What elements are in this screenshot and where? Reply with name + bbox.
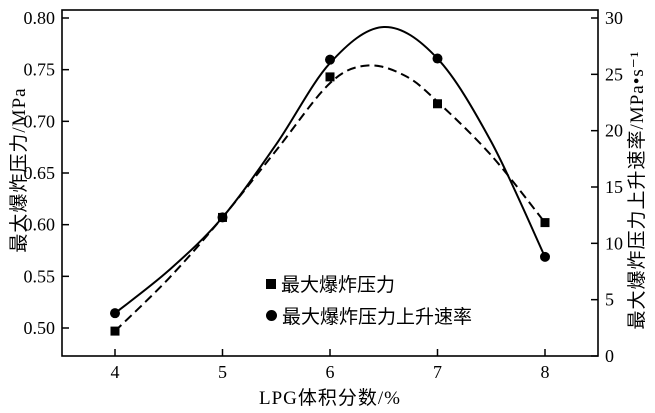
right-axis-title: 最大爆炸压力上升速率/MPa•s⁻¹	[627, 50, 648, 330]
left-tick-label: 0.65	[24, 163, 56, 183]
legend-item-pressure: 最大爆炸压力	[266, 270, 472, 297]
right-tick-label: 5	[605, 290, 614, 310]
right-tick-label: 30	[605, 8, 623, 28]
left-tick-label: 0.70	[24, 111, 56, 131]
left-tick-label: 0.55	[24, 266, 56, 286]
left-tick-label: 0.75	[24, 60, 56, 80]
square-data-marker	[540, 218, 550, 228]
x-tick-label: 4	[111, 362, 120, 382]
circle-data-marker	[217, 212, 228, 223]
left-tick-label: 0.60	[24, 215, 56, 235]
legend-label-pressure: 最大爆炸压力	[281, 275, 396, 296]
circle-data-marker	[432, 53, 443, 64]
right-tick-label: 15	[605, 177, 623, 197]
square-data-marker	[110, 326, 120, 336]
square-marker-icon	[266, 278, 276, 289]
right-tick-label: 25	[605, 64, 623, 84]
right-tick-label: 0	[605, 346, 614, 366]
chart-legend: 最大爆炸压力 最大爆炸压力上升速率	[266, 270, 472, 329]
legend-label-rise-rate: 最大爆炸压力上升速率	[282, 307, 473, 328]
circle-marker-icon	[266, 310, 277, 321]
right-tick-label: 20	[605, 121, 623, 141]
series-curve-0	[114, 64, 546, 332]
legend-item-rise-rate: 最大爆炸压力上升速率	[266, 302, 472, 329]
circle-data-marker	[325, 54, 335, 65]
x-tick-label: 7	[433, 362, 442, 382]
right-tick-label: 10	[605, 233, 623, 253]
x-tick-label: 8	[541, 362, 550, 382]
square-data-marker	[325, 72, 335, 82]
x-axis-title: LPG体积分数/%	[258, 388, 401, 409]
left-tick-label: 0.50	[24, 318, 56, 338]
circle-data-marker	[110, 308, 120, 319]
circle-data-marker	[540, 251, 550, 262]
left-tick-label: 0.80	[24, 8, 56, 28]
x-tick-label: 6	[326, 362, 335, 382]
x-tick-label: 5	[218, 362, 227, 382]
square-data-marker	[433, 99, 442, 109]
left-axis-title: 最大爆炸压力/MPa	[9, 87, 30, 253]
